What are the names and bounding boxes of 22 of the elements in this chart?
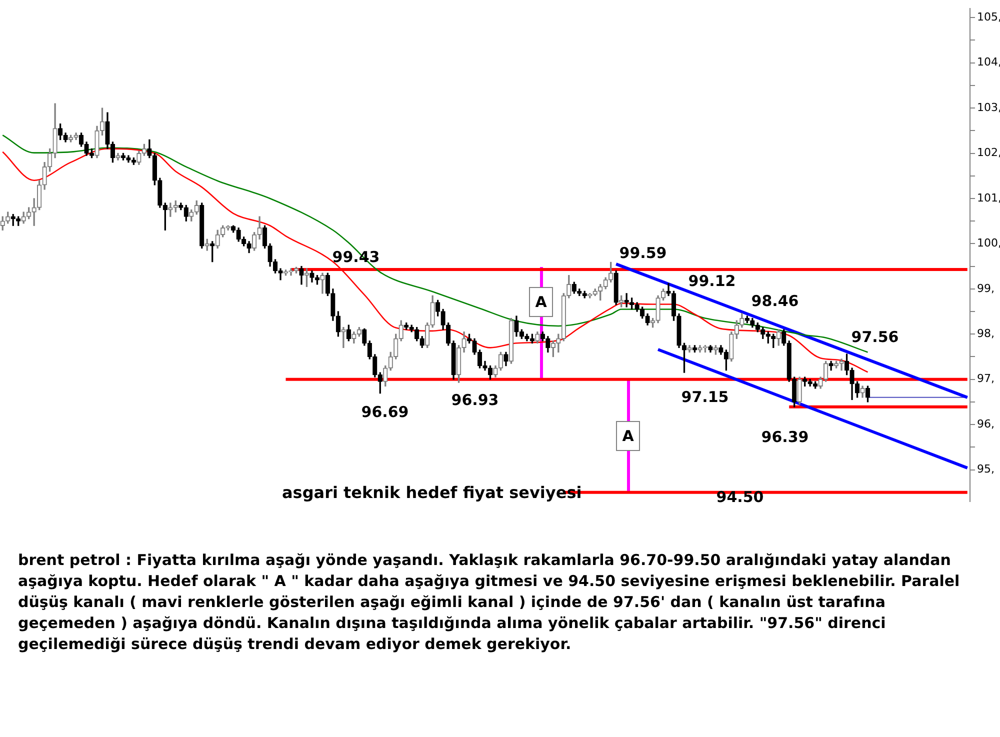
annotation: 96.69 bbox=[361, 403, 409, 421]
annotation: 97.15 bbox=[681, 388, 729, 406]
annotation: A bbox=[616, 421, 640, 451]
annotation: asgari teknik hedef fiyat seviyesi bbox=[282, 483, 582, 502]
candlestick bbox=[839, 358, 844, 371]
y-tick-label: 98, bbox=[977, 326, 994, 340]
annotation: 97.56 bbox=[851, 328, 899, 346]
y-tick-label: 95, bbox=[977, 462, 994, 476]
text: brent petrol : Fiyatta kırılma aşağı yönde yaşandı. Yaklaşık rakamlarla 96.70-99.50 aralığındaki yatay alandan aşağıya koptu. Hedef olarak " A " kadar daha aşağıya gitmesi ve 94.50 seviyesine erişmesi beklenebilir. Paralel düşüş kanalı ( mavi renklerle gösterilen aşağı eğimli kanal ) içinde de 97.56' dan ( kanalın üst tarafına geçemeden ) aşağıya döndü. Kanalın dışına taşıldığında alıma yönelik çabalar artabilir. "97.56" direnci geçilemediği sürece düşüş trendi devam ediyor demek gerekiyor. bbox=[18, 550, 961, 655]
annotation: A bbox=[529, 287, 553, 317]
y-tick-label: 99, bbox=[977, 282, 994, 295]
candlestick bbox=[624, 293, 629, 308]
annotation: 99.12 bbox=[688, 272, 736, 290]
y-tick-label: 96, bbox=[977, 417, 994, 430]
annotation: 96.39 bbox=[761, 428, 809, 446]
annotation: 99.59 bbox=[619, 244, 667, 262]
annotation: 96.93 bbox=[451, 391, 499, 409]
annotation: 94.50 bbox=[716, 488, 764, 506]
y-tick-label: 97, bbox=[977, 372, 994, 386]
candlestick bbox=[320, 272, 325, 294]
annotation: 98.46 bbox=[751, 292, 799, 310]
candlestick bbox=[666, 283, 671, 296]
